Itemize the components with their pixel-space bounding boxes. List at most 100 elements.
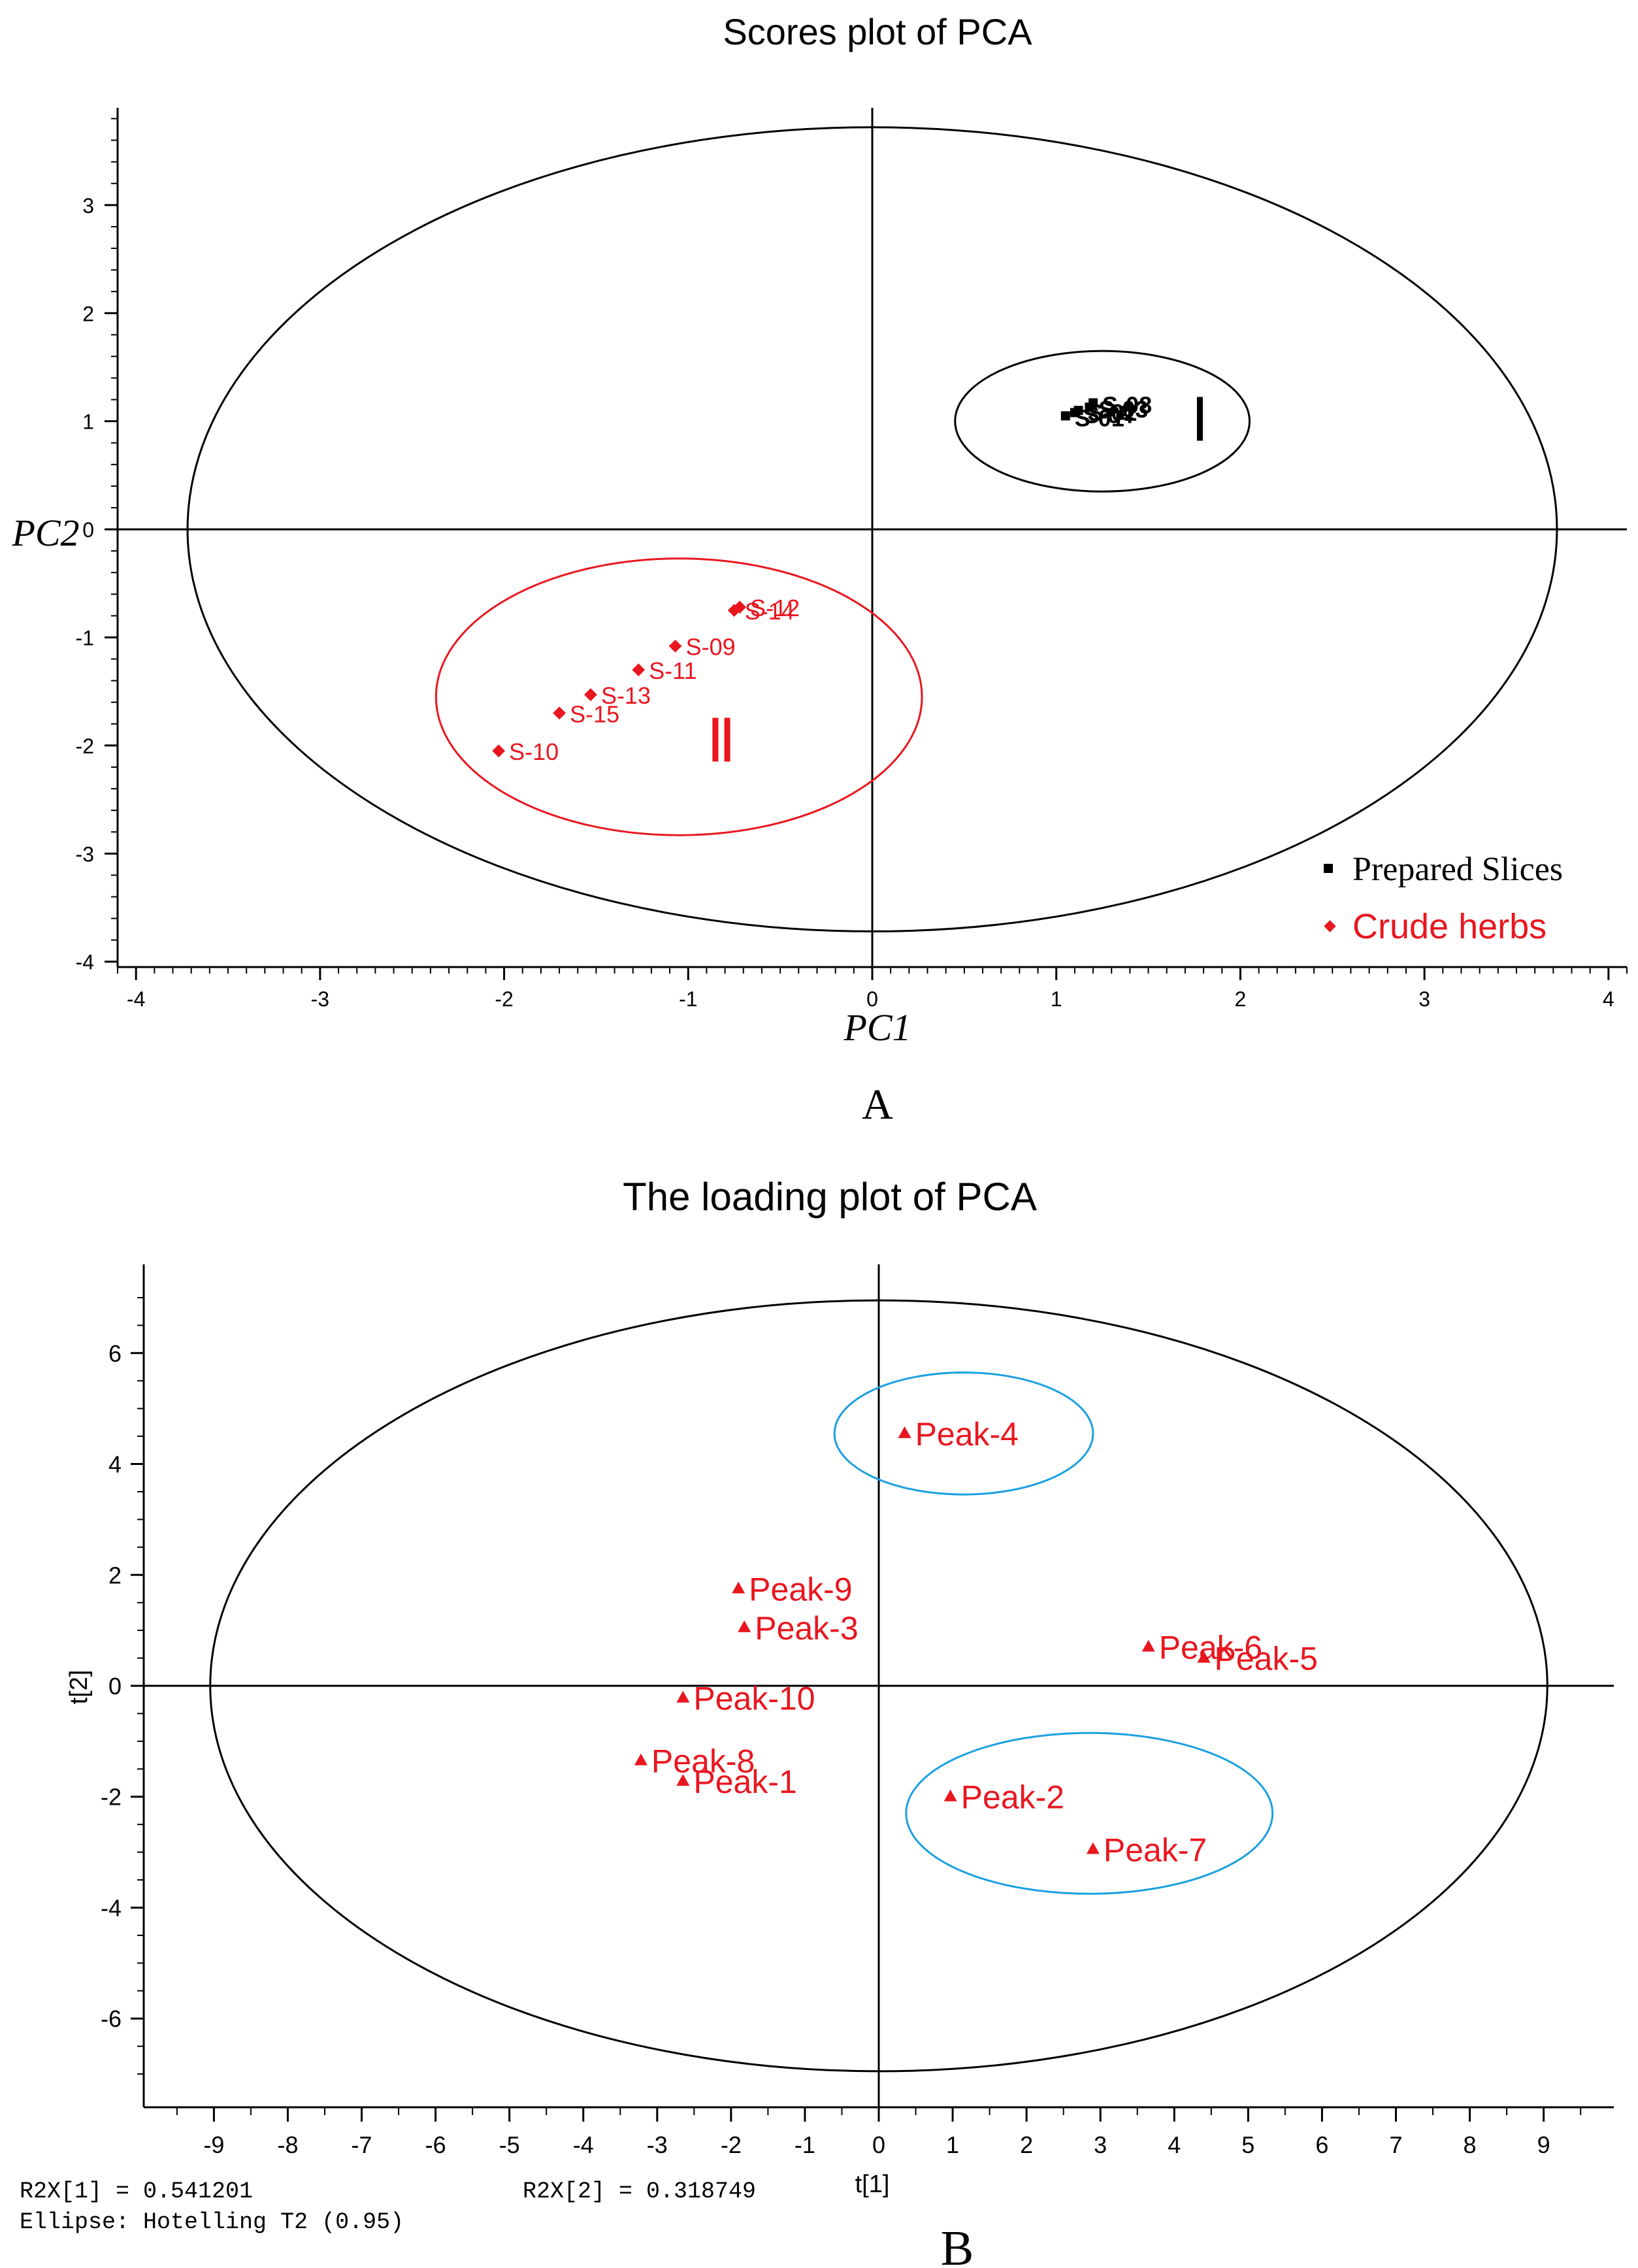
panel-label-a: A	[862, 1081, 893, 1128]
loading-x-tick-label: -2	[721, 2131, 742, 2158]
scores-point-s-01	[1060, 411, 1070, 421]
scores-y-tick-label: -4	[76, 951, 94, 974]
loading-x-tick-label: -6	[425, 2131, 446, 2158]
scores-plot-title: Scores plot of PCA	[723, 11, 1032, 52]
loading-point-peak-8	[634, 1753, 647, 1766]
loading-x-tick-label: 2	[1020, 2131, 1033, 2158]
loading-x-tick-label: 9	[1537, 2131, 1550, 2158]
scores-point-label: S-12	[750, 595, 800, 621]
scores-point-s-10	[492, 744, 506, 758]
group-label-i: Ⅰ	[1191, 387, 1209, 453]
legend-crude-marker	[1324, 920, 1336, 932]
loading-point-label: Peak-10	[693, 1681, 815, 1717]
scores-point-s-13	[584, 688, 597, 702]
loading-y-tick-label: -2	[101, 1784, 122, 1811]
loading-point-peak-10	[676, 1690, 690, 1703]
ellipse-footnote: Ellipse: Hotelling T2 (0.95)	[20, 2209, 404, 2235]
scores-point-label: S-14	[745, 598, 794, 625]
loading-point-peak-3	[738, 1620, 751, 1632]
loading-y-tick-label: -6	[101, 2005, 122, 2032]
loading-point-label: Peak-1	[693, 1764, 796, 1800]
loading-point-peak-1	[676, 1773, 690, 1786]
loading-x-tick-label: 8	[1464, 2131, 1477, 2158]
loading-y-tick-label: 4	[108, 1451, 122, 1478]
scores-y-tick-label: 0	[82, 518, 94, 542]
loading-y-axis-label: t[2]	[65, 1670, 93, 1705]
scores-point-label: S-15	[570, 700, 619, 727]
scores-y-tick-label: -3	[76, 842, 94, 866]
scores-point-s-12	[733, 600, 747, 614]
scores-point-s-04	[1070, 408, 1079, 418]
loading-point-label: Peak-4	[915, 1416, 1019, 1453]
scores-legend: Prepared Slices Crude herbs	[1324, 851, 1563, 946]
scores-x-tick-label: -4	[127, 987, 145, 1011]
loading-plot-title: The loading plot of PCA	[623, 1175, 1037, 1219]
loading-x-tick-label: 7	[1389, 2131, 1402, 2158]
r2x1-footnote: R2X[1] = 0.541201	[20, 2178, 253, 2205]
r2x2-footnote: R2X[2] = 0.318749	[523, 2178, 756, 2205]
group-label-ii: Ⅱ	[706, 708, 736, 775]
loading-x-tick-label: -5	[499, 2131, 520, 2158]
scores-point-label: S-03	[1098, 396, 1148, 423]
loading-point-peak-4	[898, 1426, 911, 1438]
scores-ellipse-group-I	[954, 350, 1251, 493]
scores-x-axis-label: PC1	[843, 1006, 911, 1049]
scores-x-tick-label: -1	[679, 987, 697, 1011]
scores-point-label: S-08	[1102, 392, 1152, 419]
scores-x-tick-label: 3	[1418, 987, 1430, 1011]
scores-y-tick-label: -2	[76, 734, 94, 758]
scores-point-s-08	[1089, 398, 1098, 408]
scores-ellipse-hotelling	[186, 126, 1558, 932]
scores-plot-panel: Scores plot of PCA PC1 PC2 A -4 -3 -2 -1 0 1 2…	[11, 11, 1628, 1128]
scores-point-label: S-11	[649, 657, 696, 684]
scores-x-tick-label: -3	[311, 987, 329, 1011]
scores-y-tick-label: 2	[82, 302, 94, 325]
loading-point-label: Peak-5	[1214, 1641, 1317, 1677]
loading-x-tick-label: -8	[277, 2131, 298, 2158]
loading-x-tick-label: 4	[1168, 2131, 1181, 2158]
scores-y-axis-label: PC2	[11, 512, 79, 554]
loading-y-tick-label: 6	[108, 1340, 122, 1367]
loading-point-peak-6	[1141, 1639, 1155, 1652]
loading-plot-panel: The loading plot of PCA t[1] t[2] B R2X[…	[20, 1175, 1614, 2268]
loading-point-peak-9	[732, 1581, 745, 1594]
legend-crude-label: Crude herbs	[1352, 907, 1547, 946]
scores-y-tick-label: -1	[76, 627, 94, 650]
panel-label-b: B	[941, 2221, 974, 2265]
loading-ellipse-hotelling	[209, 1299, 1548, 2073]
loading-x-tick-label: 5	[1241, 2131, 1254, 2158]
loading-x-tick-label: -9	[203, 2131, 224, 2158]
scores-point-s-15	[553, 706, 566, 720]
loading-point-label: Peak-2	[961, 1779, 1064, 1816]
scores-point-s-11	[632, 663, 646, 677]
loading-x-tick-label: 1	[946, 2131, 959, 2158]
loading-point-peak-5	[1197, 1651, 1211, 1663]
legend-prepared-marker	[1324, 864, 1333, 873]
loading-point-label: Peak-6	[1159, 1630, 1262, 1666]
scores-point-label: S-09	[686, 634, 736, 661]
loading-point-label: Peak-8	[651, 1743, 755, 1780]
loading-point-label: Peak-7	[1104, 1832, 1207, 1868]
loading-point-peak-7	[1086, 1842, 1100, 1854]
loading-y-tick-label: 0	[108, 1673, 122, 1700]
scores-x-tick-label: 2	[1235, 987, 1247, 1011]
loading-y-tick-label: 2	[108, 1562, 122, 1588]
loading-ellipse-highlight-top	[833, 1371, 1094, 1496]
loading-x-tick-label: 3	[1094, 2131, 1107, 2158]
scores-y-tick-label: 1	[82, 410, 94, 434]
loading-point-peak-2	[943, 1789, 957, 1801]
scores-y-tick-label: 3	[82, 194, 94, 218]
scores-point-label: S-10	[509, 738, 559, 765]
scores-x-tick-label: 1	[1051, 987, 1062, 1011]
loading-point-label: Peak-9	[749, 1571, 852, 1607]
loading-x-tick-label: 0	[872, 2131, 885, 2158]
scores-point-s-09	[668, 639, 682, 653]
scores-x-tick-label: 4	[1603, 987, 1614, 1011]
loading-x-tick-label: -1	[794, 2131, 815, 2158]
loading-y-tick-label: -4	[101, 1894, 122, 1921]
loading-x-tick-label: -3	[647, 2131, 668, 2158]
loading-x-axis-label: t[1]	[855, 2171, 890, 2198]
scores-x-tick-label: -2	[495, 987, 513, 1011]
